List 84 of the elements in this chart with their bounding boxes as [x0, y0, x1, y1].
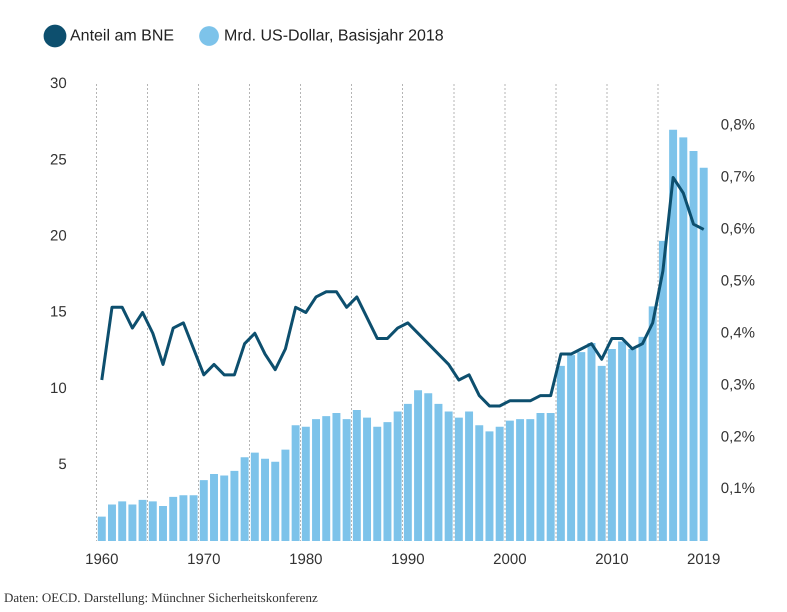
text: Daten: OECD. Darstellung: Münchner Sicherheitskonferenz	[4, 590, 318, 606]
legend-label: Mrd. US-Dollar, Basisjahr 2018	[224, 27, 444, 44]
bar	[98, 516, 106, 541]
bar	[108, 504, 116, 541]
bar	[261, 458, 269, 541]
x-tick-label: 1980	[289, 551, 323, 568]
bar	[424, 393, 432, 541]
y2-tick-label: 0,8%	[720, 116, 756, 134]
y-tick-label: 5	[58, 456, 67, 473]
bar	[598, 366, 606, 541]
bar	[588, 342, 596, 541]
x-tick-label: 1960	[85, 551, 118, 568]
bar	[638, 336, 646, 541]
bar	[516, 419, 524, 541]
bar	[138, 500, 147, 541]
bar	[577, 352, 586, 541]
y2-tick-label: 0,2%	[720, 428, 756, 446]
bar	[292, 425, 300, 541]
y2-tick-label: 0,5%	[720, 272, 756, 290]
bar	[373, 426, 382, 541]
bar	[556, 366, 565, 541]
bar	[536, 413, 544, 541]
bar	[128, 504, 136, 541]
bar	[363, 418, 372, 541]
y2-tick-label: 0,7%	[720, 168, 756, 186]
bar	[434, 404, 442, 541]
bar	[210, 474, 218, 541]
y-tick-label: 30	[50, 75, 67, 92]
bar	[281, 450, 290, 541]
y-tick-label: 20	[50, 227, 67, 244]
bar	[658, 240, 667, 541]
bar	[148, 501, 157, 541]
bar	[506, 420, 514, 541]
bar	[250, 452, 259, 541]
bar	[496, 426, 504, 541]
bar	[454, 418, 463, 541]
y-tick-label: 10	[50, 380, 67, 397]
x-tick-label: 2010	[595, 551, 629, 568]
bar	[546, 413, 555, 541]
y2-tick-label: 0,3%	[720, 376, 756, 394]
bar	[169, 496, 178, 541]
bar	[485, 431, 494, 541]
bar	[567, 355, 576, 541]
bar	[465, 412, 474, 541]
bar	[690, 151, 698, 541]
bar	[322, 416, 330, 541]
legend-label: Anteil am BNE	[70, 27, 174, 44]
bar	[444, 412, 453, 541]
bar	[200, 480, 208, 541]
bar	[332, 413, 340, 541]
bar	[179, 495, 188, 541]
bar	[342, 419, 351, 541]
bar	[118, 501, 126, 541]
bar	[159, 506, 167, 541]
bar	[240, 457, 249, 541]
bar	[648, 306, 657, 541]
bar	[220, 475, 228, 541]
bar	[608, 349, 616, 541]
bar	[404, 404, 412, 541]
bar	[700, 168, 708, 541]
bar	[312, 419, 320, 541]
bar	[271, 462, 280, 541]
bar	[679, 137, 688, 541]
x-tick-label: 2019	[687, 551, 720, 568]
bar	[414, 390, 422, 541]
bar	[230, 470, 238, 541]
bar	[394, 412, 402, 541]
bar	[302, 426, 310, 541]
bar	[190, 495, 198, 541]
bar	[669, 130, 678, 541]
y-tick-label: 25	[50, 151, 67, 168]
bar	[526, 419, 534, 541]
bar	[628, 349, 636, 541]
bar	[383, 422, 392, 541]
x-tick-label: 2000	[493, 551, 527, 568]
x-tick-label: 1990	[391, 551, 425, 568]
y2-tick-label: 0,4%	[720, 324, 756, 342]
bar	[618, 341, 626, 541]
y-tick-label: 15	[50, 304, 67, 321]
y2-tick-label: 0,6%	[720, 220, 756, 238]
x-tick-label: 1970	[187, 551, 220, 568]
bar	[475, 425, 484, 541]
y2-tick-label: 0,1%	[720, 480, 756, 498]
bar	[352, 410, 361, 541]
